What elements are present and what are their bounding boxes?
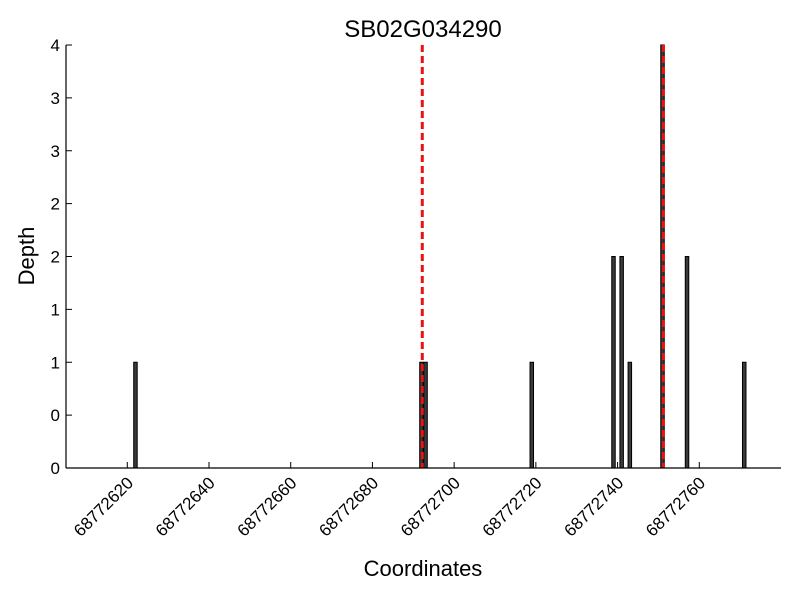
x-tick-label: 68772640 — [152, 473, 219, 540]
depth-bar — [619, 256, 624, 469]
y-tick-label: 4 — [51, 36, 60, 55]
y-tick-labels: 0 0 1 1 2 2 3 3 4 — [51, 36, 60, 478]
y-tick-label: 1 — [51, 300, 60, 319]
depth-bar — [611, 256, 616, 469]
x-tick-label: 68772740 — [560, 473, 627, 540]
depth-bar — [133, 361, 138, 469]
y-tick-label: 0 — [51, 459, 60, 478]
y-tick-label: 2 — [51, 248, 60, 267]
depth-bar — [684, 256, 690, 469]
y-tick-label: 3 — [51, 142, 60, 161]
y-axis-label: Depth — [14, 227, 39, 286]
x-tick-label: 68772680 — [315, 473, 382, 540]
y-tick-label: 0 — [51, 406, 60, 425]
chart-title: SB02G034290 — [344, 16, 501, 43]
y-tick-label: 2 — [51, 195, 60, 214]
depth-bar — [627, 361, 633, 469]
x-tick-label: 68772660 — [234, 473, 301, 540]
x-tick-label: 68772620 — [70, 473, 137, 540]
y-tick-label: 1 — [51, 353, 60, 372]
depth-bar — [529, 361, 535, 469]
x-tick-label: 68772760 — [642, 473, 709, 540]
x-tick-label: 68772720 — [479, 473, 546, 540]
x-tick-label: 68772700 — [397, 473, 464, 540]
x-tick-labels: 68772620 68772640 68772660 68772680 68772700… — [70, 473, 709, 540]
reference-markers — [420, 45, 665, 468]
bars — [133, 44, 747, 469]
y-tick-label: 3 — [51, 89, 60, 108]
x-axis-label: Coordinates — [364, 556, 483, 581]
depth-bar — [741, 361, 747, 469]
ticks — [66, 44, 700, 469]
depth-bar — [423, 361, 428, 469]
